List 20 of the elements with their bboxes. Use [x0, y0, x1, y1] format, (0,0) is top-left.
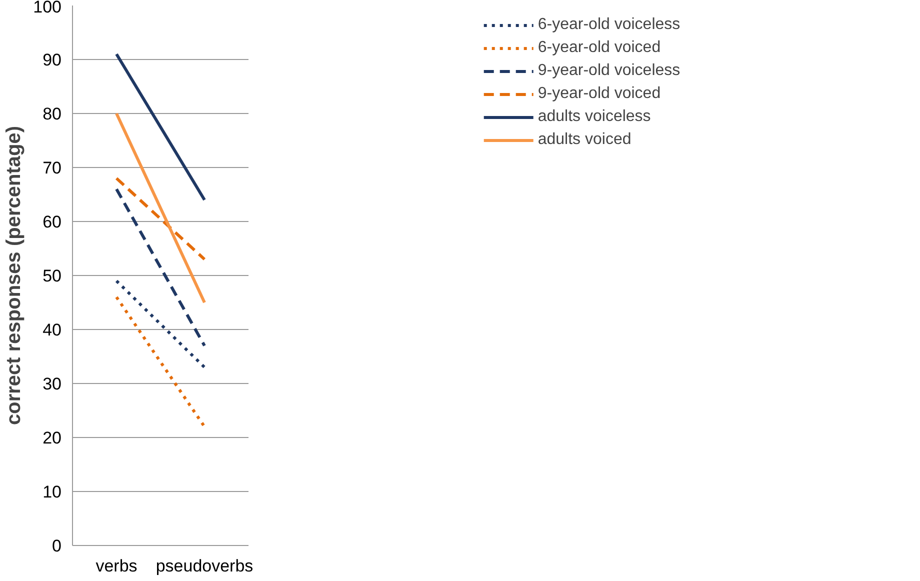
x-tick-label: pseudoverbs: [156, 556, 254, 576]
legend-label: adults voiceless: [538, 108, 651, 126]
y-tick-label: 0: [52, 536, 62, 556]
legend-label: adults voiced: [538, 131, 632, 149]
y-tick-label: 10: [42, 482, 62, 502]
legend-label: 6-year-old voiceless: [538, 16, 680, 34]
legend-label: 9-year-old voiceless: [538, 62, 680, 80]
y-tick-label: 60: [42, 212, 62, 232]
y-tick-label: 50: [42, 266, 62, 286]
x-tick-label: verbs: [96, 556, 138, 576]
y-tick-label: 20: [42, 428, 62, 448]
y-tick-label: 80: [42, 104, 62, 124]
y-axis-title: correct responses (percentage): [3, 126, 26, 425]
y-tick-label: 70: [42, 158, 62, 178]
y-tick-label: 100: [33, 0, 62, 16]
y-tick-label: 30: [42, 374, 62, 394]
legend-label: 6-year-old voiced: [538, 39, 661, 57]
y-tick-label: 90: [42, 50, 62, 70]
legend-label: 9-year-old voiced: [538, 85, 661, 103]
y-tick-label: 40: [42, 320, 62, 340]
